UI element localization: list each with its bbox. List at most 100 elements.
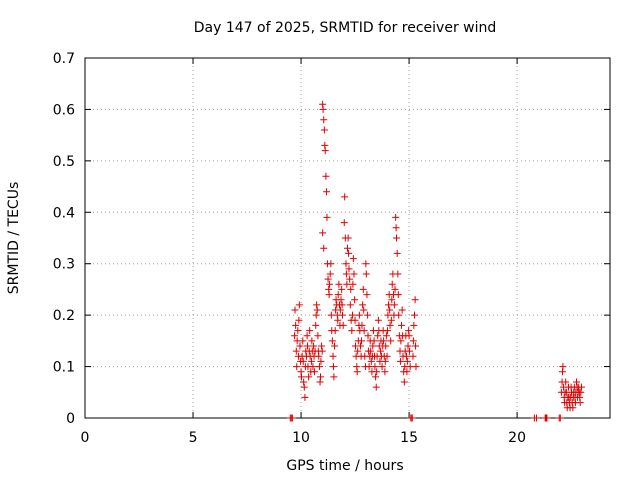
- data-point: [354, 347, 362, 355]
- data-point: [292, 321, 300, 329]
- y-axis-label: SRMTID / TECUs: [6, 182, 22, 295]
- data-point: [347, 285, 355, 293]
- data-point: [543, 414, 551, 422]
- data-point: [335, 280, 343, 288]
- data-point: [380, 337, 388, 345]
- data-point: [336, 306, 344, 314]
- data-point: [322, 172, 330, 180]
- data-point: [386, 306, 394, 314]
- data-point: [353, 368, 361, 376]
- data-point: [364, 311, 372, 319]
- y-tick-label: 0.6: [53, 102, 75, 118]
- x-tick-label: 10: [292, 430, 310, 446]
- x-tick-label: 5: [189, 430, 198, 446]
- data-point: [411, 296, 419, 304]
- y-tick-label: 0.5: [53, 154, 75, 170]
- data-point: [313, 306, 321, 314]
- x-tick-label: 15: [400, 430, 418, 446]
- data-point: [403, 368, 411, 376]
- data-point: [405, 332, 413, 340]
- data-point: [367, 347, 375, 355]
- data-point: [358, 337, 366, 345]
- data-point: [351, 296, 359, 304]
- data-point: [326, 270, 334, 278]
- data-point: [359, 301, 367, 309]
- data-point: [378, 363, 386, 371]
- data-point: [331, 327, 339, 335]
- data-point: [319, 229, 327, 237]
- data-point: [394, 291, 402, 299]
- data-point: [339, 321, 347, 329]
- data-point: [310, 368, 318, 376]
- data-point: [313, 301, 321, 309]
- data-point: [320, 126, 328, 134]
- data-point: [383, 352, 391, 360]
- data-point: [396, 357, 404, 365]
- data-point: [334, 291, 342, 299]
- data-point: [398, 321, 406, 329]
- data-point: [309, 363, 317, 371]
- data-point: [382, 332, 390, 340]
- data-point: [390, 301, 398, 309]
- data-point: [577, 383, 585, 391]
- data-point: [291, 306, 299, 314]
- data-point: [323, 188, 331, 196]
- data-point: [300, 378, 308, 386]
- data-point: [388, 296, 396, 304]
- data-point: [381, 357, 389, 365]
- data-point: [300, 383, 308, 391]
- data-point: [301, 393, 309, 401]
- data-point: [559, 363, 567, 371]
- data-point: [562, 378, 570, 386]
- data-point: [304, 342, 312, 350]
- data-point: [351, 316, 359, 324]
- data-point: [312, 311, 320, 319]
- data-point: [556, 414, 564, 422]
- data-point: [371, 363, 379, 371]
- data-point: [330, 373, 338, 381]
- y-tick-label: 0.1: [53, 360, 75, 376]
- x-tick-label: 20: [508, 430, 526, 446]
- data-point: [533, 414, 541, 422]
- data-point: [577, 388, 585, 396]
- data-point: [391, 285, 399, 293]
- y-tick-label: 0.7: [53, 51, 75, 67]
- data-point: [382, 342, 390, 350]
- data-point: [312, 321, 320, 329]
- data-point: [355, 311, 363, 319]
- data-point: [295, 301, 303, 309]
- data-point: [360, 306, 368, 314]
- data-point: [328, 337, 336, 345]
- data-point: [339, 311, 347, 319]
- data-point: [341, 193, 349, 201]
- data-point: [393, 249, 401, 257]
- data-point: [348, 311, 356, 319]
- data-point: [340, 219, 348, 227]
- data-point: [318, 342, 326, 350]
- data-point: [408, 414, 416, 422]
- data-point: [409, 352, 417, 360]
- data-point: [410, 321, 418, 329]
- data-points: [286, 100, 585, 422]
- data-point: [363, 291, 371, 299]
- data-point: [406, 363, 414, 371]
- data-point: [317, 357, 325, 365]
- data-point: [362, 260, 370, 268]
- axes: 0 0.1 0.2 0.3 0.4 0.5 0.6 0.7 0 5 10 15 20: [53, 51, 610, 446]
- data-point: [338, 301, 346, 309]
- data-point: [346, 301, 354, 309]
- data-point: [308, 337, 316, 345]
- data-point: [338, 285, 346, 293]
- x-tick-label: 0: [81, 430, 90, 446]
- data-point: [305, 373, 313, 381]
- data-point: [394, 270, 402, 278]
- data-point: [387, 337, 395, 345]
- data-point: [398, 306, 406, 314]
- data-point: [573, 378, 581, 386]
- data-point: [381, 368, 389, 376]
- data-point: [370, 337, 378, 345]
- y-tick-label: 0.3: [53, 257, 75, 273]
- data-point: [386, 321, 394, 329]
- data-point: [342, 270, 350, 278]
